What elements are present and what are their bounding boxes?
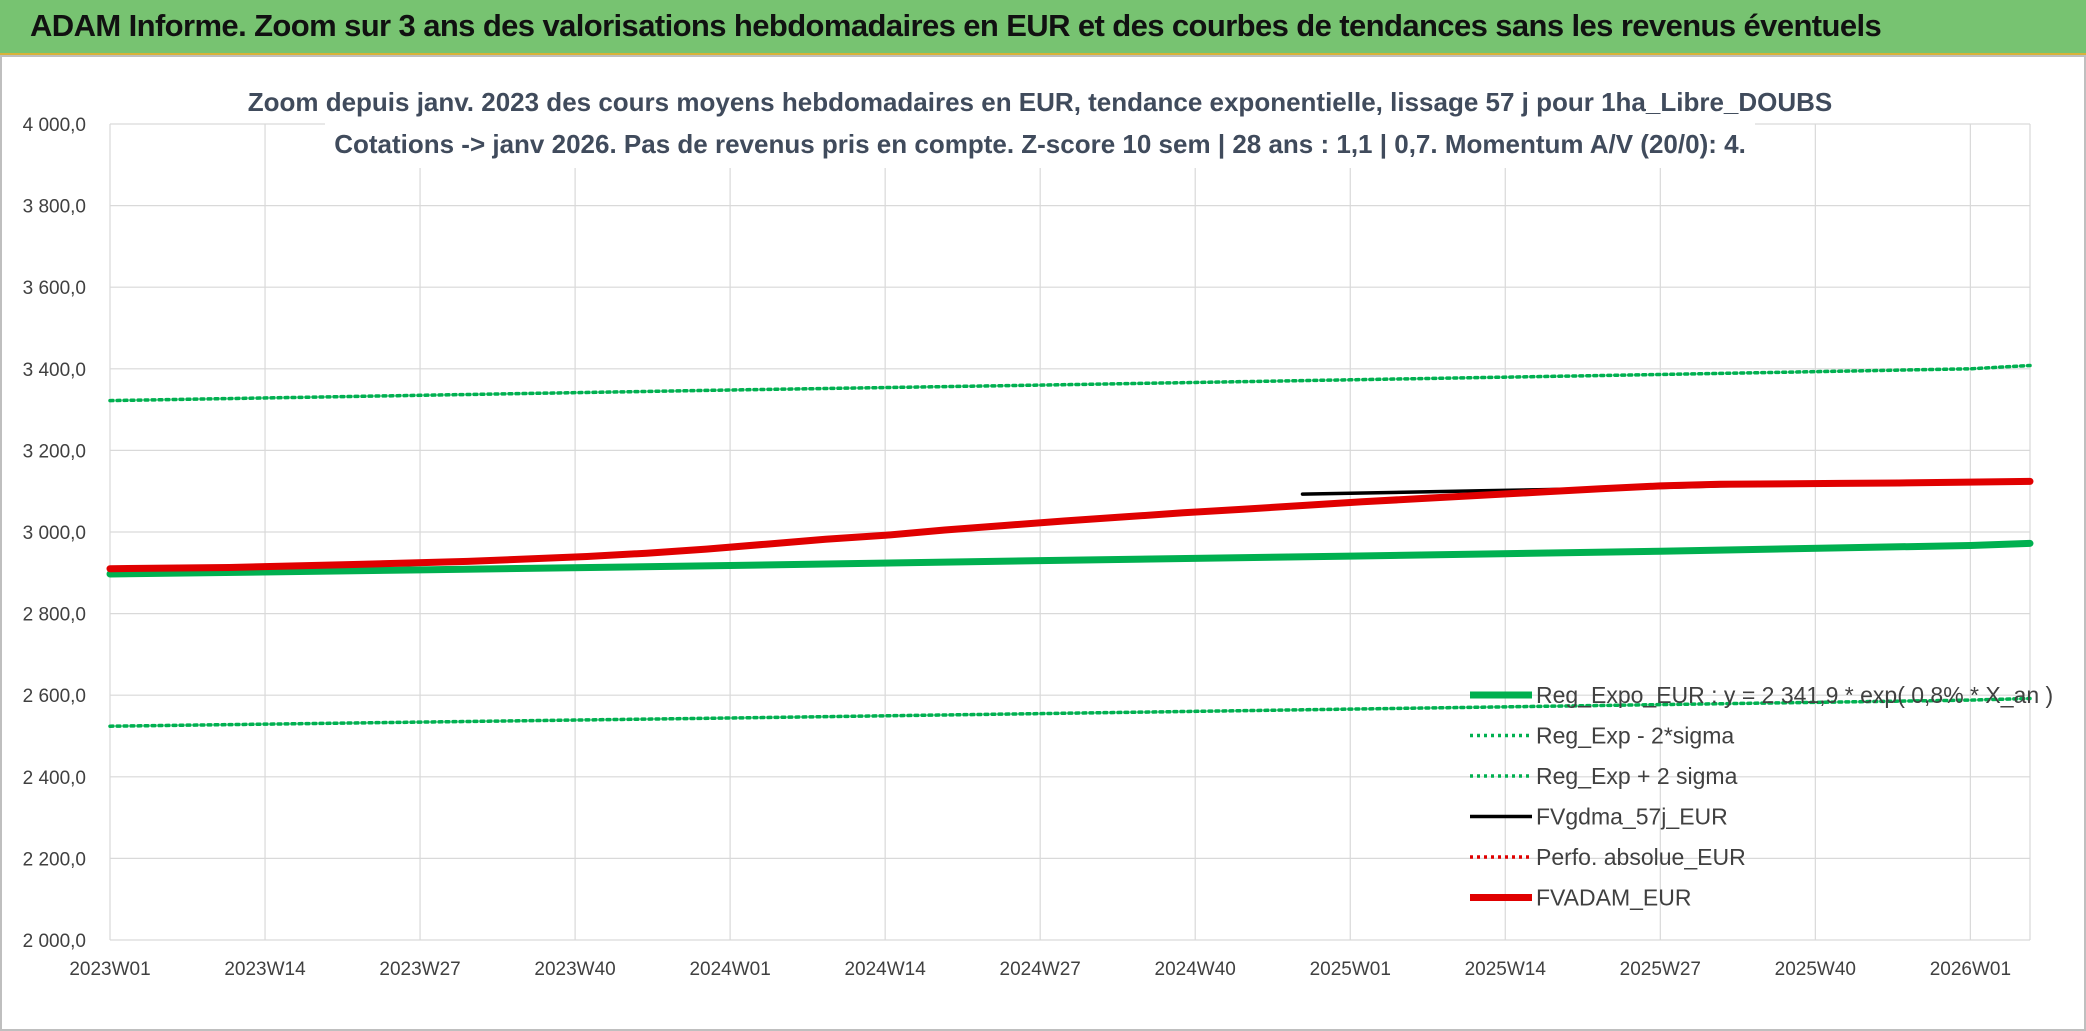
y-tick-label: 3 400,0 bbox=[23, 360, 86, 381]
y-tick-label: 2 000,0 bbox=[23, 931, 86, 952]
x-tick-label: 2023W27 bbox=[379, 959, 460, 980]
x-tick-label: 2024W40 bbox=[1155, 959, 1236, 980]
legend-label: Reg_Exp + 2 sigma bbox=[1536, 763, 1738, 789]
chart-frame bbox=[0, 55, 2086, 1031]
x-tick-label: 2025W27 bbox=[1620, 959, 1701, 980]
gridlines bbox=[109, 123, 2031, 941]
series-line-5 bbox=[106, 477, 2034, 573]
x-tick-label: 2023W01 bbox=[69, 959, 150, 980]
x-tick-label: 2023W14 bbox=[224, 959, 306, 980]
legend: Reg_Expo_EUR : y = 2 341,9 * exp( 0,8% *… bbox=[1470, 682, 2053, 911]
series-lines bbox=[106, 363, 2034, 728]
chart-title: Zoom depuis janv. 2023 des cours moyens … bbox=[248, 87, 1833, 117]
report-banner: ADAM Informe. Zoom sur 3 ans des valoris… bbox=[0, 0, 2086, 55]
legend-label: Reg_Expo_EUR : y = 2 341,9 * exp( 0,8% *… bbox=[1536, 682, 2053, 708]
series-line-1 bbox=[108, 696, 2032, 728]
y-tick-label: 3 600,0 bbox=[23, 278, 86, 299]
y-tick-label: 4 000,0 bbox=[23, 115, 86, 136]
legend-label: FVgdma_57j_EUR bbox=[1536, 804, 1728, 830]
y-tick-label: 2 600,0 bbox=[23, 686, 86, 707]
series-line-2 bbox=[108, 363, 2032, 403]
report-title: ADAM Informe. Zoom sur 3 ans des valoris… bbox=[30, 8, 1882, 43]
legend-label: Perfo. absolue_EUR bbox=[1536, 844, 1746, 870]
y-axis: 2 000,0 2 200,0 2 400,0 2 600,0 2 800,0 3 000… bbox=[23, 115, 86, 952]
x-tick-label: 2024W27 bbox=[1000, 959, 1081, 980]
x-tick-label: 2024W14 bbox=[844, 959, 926, 980]
x-tick-label: 2025W01 bbox=[1310, 959, 1391, 980]
x-axis: 2023W01 2023W14 2023W27 2023W40 2024W01 2024W… bbox=[69, 959, 2011, 980]
chart-subtitle: Cotations -> janv 2026. Pas de revenus p… bbox=[334, 129, 1746, 159]
x-tick-label: 2024W01 bbox=[689, 959, 770, 980]
x-tick-label: 2025W40 bbox=[1775, 959, 1856, 980]
y-tick-label: 3 800,0 bbox=[23, 197, 86, 218]
y-tick-label: 3 000,0 bbox=[23, 523, 86, 544]
series-line-0 bbox=[106, 539, 2034, 578]
chart-titles: Zoom depuis janv. 2023 des cours moyens … bbox=[248, 78, 1833, 168]
x-tick-label: 2023W40 bbox=[534, 959, 615, 980]
x-tick-label: 2025W14 bbox=[1465, 959, 1547, 980]
x-tick-label: 2026W01 bbox=[1930, 959, 2011, 980]
legend-label: Reg_Exp - 2*sigma bbox=[1536, 723, 1734, 749]
legend-label: FVADAM_EUR bbox=[1536, 885, 1692, 911]
y-tick-label: 3 200,0 bbox=[23, 441, 86, 462]
y-tick-label: 2 800,0 bbox=[23, 605, 86, 626]
y-tick-label: 2 400,0 bbox=[23, 768, 86, 789]
y-tick-label: 2 200,0 bbox=[23, 849, 86, 870]
